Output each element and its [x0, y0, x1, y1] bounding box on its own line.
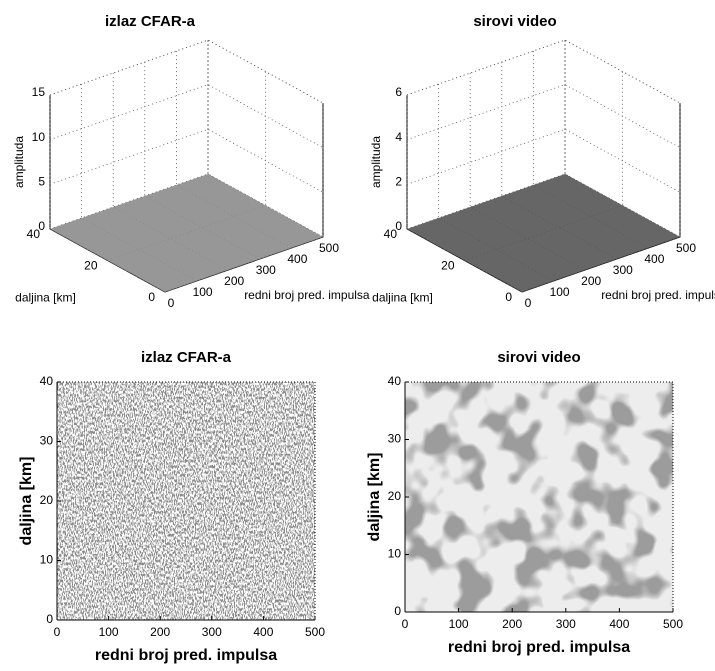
chart-title: sirovi video: [473, 13, 556, 30]
x-tick-label: 500: [305, 625, 325, 639]
x-tick-label: 100: [193, 285, 213, 299]
z-axis-label: amplituda: [12, 136, 26, 188]
grid-line: [406, 39, 681, 104]
x-tick-label: 400: [287, 252, 307, 266]
z-tick-label: 2: [395, 175, 402, 189]
x-tick-label: 200: [502, 617, 522, 631]
x-tick-label: 0: [525, 296, 532, 310]
z-axis-label: amplituda: [369, 136, 383, 188]
x-tick-label: 500: [676, 241, 696, 255]
x-axis-label: redni broj pred. impulsa: [244, 288, 370, 302]
x-tick-label: 200: [224, 274, 244, 288]
y-tick-label: 40: [40, 374, 54, 388]
z-tick-label: 0: [395, 219, 402, 233]
y-tick-label: 10: [388, 547, 402, 561]
chart-title: izlaz CFAR-a: [141, 349, 232, 366]
axis-box: [406, 39, 681, 104]
x-tick-label: 0: [168, 296, 175, 310]
chart-title: izlaz CFAR-a: [105, 13, 196, 30]
x-tick-label: 100: [550, 285, 570, 299]
y-tick-label: 20: [40, 493, 54, 507]
grid-line: [469, 73, 586, 271]
y-tick-label: 40: [384, 227, 398, 241]
grid-line: [438, 84, 554, 282]
y-tick-label: 20: [441, 259, 455, 273]
grid-line: [112, 73, 229, 271]
chart-title: sirovi video: [497, 349, 580, 366]
x-tick-label: 200: [150, 625, 170, 639]
surface-floor: [50, 174, 323, 292]
grid-line: [49, 84, 324, 149]
x-axis-label: redni broj pred. impulsa: [601, 288, 715, 302]
z-tick-label: 6: [395, 85, 402, 99]
z-tick-label: 15: [32, 85, 46, 99]
y-tick-label: 20: [388, 489, 402, 503]
x-tick-label: 400: [253, 625, 273, 639]
z-tick-label: 4: [395, 130, 402, 144]
x-tick-label: 300: [256, 263, 276, 277]
x-tick-label: 300: [556, 617, 576, 631]
x-tick-label: 100: [99, 625, 119, 639]
y-axis-label: daljina [km]: [372, 291, 433, 305]
grid-line: [164, 103, 324, 293]
x-tick-label: 0: [402, 617, 409, 631]
y-axis-label: daljina [km]: [366, 453, 383, 542]
y-tick-label: 0: [46, 612, 53, 626]
y-tick-label: 30: [388, 432, 402, 446]
y-tick-label: 30: [40, 434, 54, 448]
grid-line: [533, 51, 649, 249]
x-tick-label: 200: [581, 274, 601, 288]
y-axis-label: daljina [km]: [15, 291, 76, 305]
x-tick-label: 500: [663, 617, 683, 631]
x-tick-label: 500: [319, 241, 339, 255]
z-tick-label: 0: [38, 219, 45, 233]
x-tick-label: 300: [202, 625, 222, 639]
x-tick-label: 0: [54, 625, 61, 639]
grid-line: [175, 51, 292, 249]
x-tick-label: 400: [644, 252, 664, 266]
y-tick-label: 0: [505, 290, 512, 304]
x-tick-label: 100: [449, 617, 469, 631]
y-tick-label: 40: [27, 227, 41, 241]
grid-line: [49, 39, 324, 104]
surface-floor: [407, 174, 680, 292]
x-tick-label: 300: [613, 263, 633, 277]
y-tick-label: 20: [84, 259, 98, 273]
y-tick-label: 10: [40, 553, 54, 567]
y-tick-label: 40: [388, 374, 402, 388]
grid-line: [406, 84, 681, 149]
grid-line: [81, 84, 197, 282]
x-tick-label: 400: [609, 617, 629, 631]
y-axis-label: daljina [km]: [18, 457, 35, 546]
grid-line: [521, 103, 681, 293]
x-axis-label: redni broj pred. impulsa: [448, 639, 630, 656]
grid-line: [49, 40, 209, 230]
y-tick-label: 0: [394, 604, 401, 618]
y-tick-label: 0: [148, 290, 155, 304]
image-texture: [57, 382, 315, 620]
grid-line: [406, 40, 566, 230]
image-texture: [405, 382, 673, 612]
axis-box: [49, 39, 324, 104]
z-tick-label: 5: [38, 175, 45, 189]
x-axis-label: redni broj pred. impulsa: [95, 647, 277, 664]
z-tick-label: 10: [32, 130, 46, 144]
